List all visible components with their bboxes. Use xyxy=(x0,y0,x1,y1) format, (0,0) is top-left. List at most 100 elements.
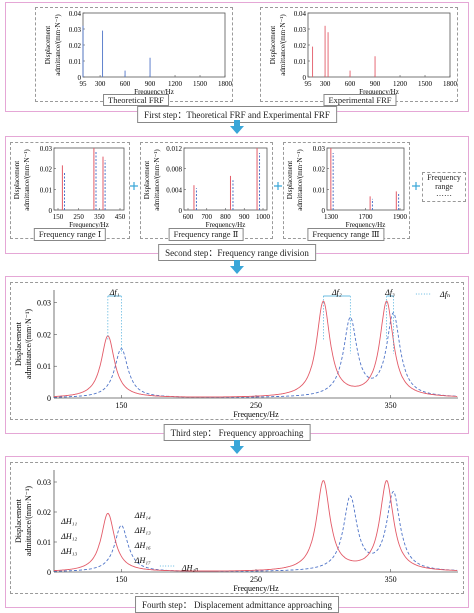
x-tick-label: 600 xyxy=(183,213,194,221)
step4-chart: 0.03 0.02 0.01 0 150 250 350 Frequency/Hz Displa… xyxy=(14,470,458,593)
y-tick-label: 0.02 xyxy=(37,330,51,339)
ellipsis-dots: ······ xyxy=(415,290,431,299)
down-arrow-icon xyxy=(230,260,244,274)
y-tick-label: 0 xyxy=(47,394,51,403)
x-tick-label: 1300 xyxy=(324,213,339,221)
range3-chart: 0.03 0.02 0.01 0 Displacement admittance/(mm·… xyxy=(286,145,408,229)
down-arrow-icon xyxy=(230,440,244,454)
step2-title: Second step：Frequency range division xyxy=(158,244,316,261)
y-tick-label: 0.008 xyxy=(166,166,182,174)
step3-chart-box xyxy=(10,282,464,420)
y-tick-label: 0.04 xyxy=(69,10,82,18)
y-tick-label: 0.03 xyxy=(69,26,82,34)
x-tick-label: 1800 xyxy=(443,80,458,88)
delta-h-label: ΔH₁₆ xyxy=(134,541,151,550)
y-tick-label: 0.03 xyxy=(40,145,53,153)
experimental-curve xyxy=(54,300,458,398)
step3-title: Third step： Frequency approaching xyxy=(163,424,311,441)
y-tick-label: 0.02 xyxy=(40,166,53,174)
plot-frame xyxy=(82,12,226,78)
y-tick-label: 0.02 xyxy=(294,42,307,50)
y-axis-label: Displacement xyxy=(44,26,52,65)
step3-chart: 0.03 0.02 0.01 0 150 250 350 Frequency/Hz Displa… xyxy=(14,288,458,419)
x-tick-label: 95 xyxy=(305,80,313,88)
y-axis-label: Displacement xyxy=(14,498,23,543)
more-ranges-box: Frequency range …… xyxy=(422,172,466,202)
x-tick-label: 150 xyxy=(115,575,127,584)
y-axis-label: Displacement xyxy=(269,26,277,65)
experimental-frf-label: Experimental FRF xyxy=(323,94,397,106)
more-ranges-line3: …… xyxy=(436,189,452,198)
x-tick-label: 1200 xyxy=(168,80,183,88)
delta-hn-label: ΔH₁ₙ xyxy=(181,564,199,573)
y-tick-label: 0.01 xyxy=(313,186,326,194)
delta-h-label: ΔH₁₃ xyxy=(60,547,77,556)
y-tick-label: 0.01 xyxy=(37,538,51,547)
y-axis-label: admittance/(mm·N⁻¹) xyxy=(279,14,287,76)
y-axis-label: admittance/(mm·N⁻¹) xyxy=(24,309,33,379)
delta-h-label: ΔH₁₇ xyxy=(134,556,151,565)
y-tick-label: 0.04 xyxy=(294,10,307,18)
x-tick-label: 900 xyxy=(145,80,156,88)
experimental-frf-chart: 0.04 0.03 0.02 0.01 0 Displacement admittance/… xyxy=(269,10,458,96)
y-tick-label: 0.01 xyxy=(37,362,51,371)
x-tick-label: 1800 xyxy=(218,80,233,88)
delta-h-label: ΔH₁₂ xyxy=(60,532,77,541)
y-axis-label: admittance/(mm·N⁻¹) xyxy=(23,149,31,211)
x-axis-label: Frequency/Hz xyxy=(134,88,174,96)
plot-frame xyxy=(307,12,451,78)
y-tick-label: 0.03 xyxy=(313,145,326,153)
x-tick-label: 700 xyxy=(202,213,213,221)
range2-label: Frequency range Ⅱ xyxy=(168,228,244,241)
x-tick-label: 600 xyxy=(120,80,131,88)
delta-fn-label: Δfₙ xyxy=(439,290,450,299)
step4-title: Fourth step： Displacement admittance app… xyxy=(135,596,339,613)
x-tick-label: 150 xyxy=(53,213,64,221)
x-tick-label: 600 xyxy=(345,80,356,88)
y-axis-label: Displacement xyxy=(13,161,21,200)
y-axis-label: Displacement xyxy=(14,321,23,366)
ellipsis-dots: ······ xyxy=(159,562,175,571)
y-tick-label: 0.02 xyxy=(313,166,326,174)
y-tick-label: 0 xyxy=(49,207,53,215)
y-tick-label: 0 xyxy=(78,74,82,82)
y-tick-label: 0 xyxy=(47,568,51,577)
step4-chart-box xyxy=(10,462,464,594)
plus-icon xyxy=(412,182,420,190)
x-tick-label: 250 xyxy=(250,401,262,410)
y-axis-label: admittance/(mm·N⁻¹) xyxy=(24,486,33,556)
y-tick-label: 0 xyxy=(303,74,307,82)
range3-label: Frequency range Ⅲ xyxy=(307,228,385,241)
x-tick-label: 300 xyxy=(320,80,331,88)
x-tick-label: 1500 xyxy=(418,80,433,88)
x-tick-label: 95 xyxy=(80,80,88,88)
x-tick-label: 800 xyxy=(220,213,231,221)
x-tick-label: 250 xyxy=(250,575,262,584)
y-tick-label: 0 xyxy=(322,207,326,215)
x-tick-label: 1000 xyxy=(256,213,271,221)
x-axis-label: Frequency/Hz xyxy=(346,221,386,229)
delta-f-label: Δf₃ xyxy=(384,288,395,297)
theoretical-frf-chart: 0.04 0.03 0.02 0.01 0 Displacement admittance/… xyxy=(44,10,233,96)
x-axis-label: Frequency/Hz xyxy=(206,221,246,229)
delta-f-label: Δf₁ xyxy=(109,288,120,297)
more-ranges-line2: range xyxy=(435,182,453,191)
y-tick-label: 0.03 xyxy=(37,478,51,487)
y-tick-label: 0.02 xyxy=(37,508,51,517)
y-tick-label: 0.01 xyxy=(294,58,307,66)
plot-frame xyxy=(183,147,268,211)
x-tick-label: 250 xyxy=(73,213,84,221)
x-axis-label: Frequency/Hz xyxy=(359,88,399,96)
plus-icon xyxy=(274,182,282,190)
y-tick-label: 0.012 xyxy=(166,145,182,153)
y-axis-label: admittance/(mm·N⁻¹) xyxy=(296,149,304,211)
x-tick-label: 450 xyxy=(115,213,126,221)
y-axis-label: Displacement xyxy=(286,161,294,200)
y-tick-label: 0.03 xyxy=(37,299,51,308)
range1-chart: 0.03 0.02 0.01 0 Displacement admittance/(mm·… xyxy=(13,145,126,229)
y-axis-label: Displacement xyxy=(143,161,151,200)
y-axis-label: admittance/(mm·N⁻¹) xyxy=(153,149,161,211)
y-tick-label: 0.01 xyxy=(69,58,82,66)
x-axis-label: Frequency/Hz xyxy=(69,221,109,229)
experimental-curve xyxy=(53,480,458,572)
